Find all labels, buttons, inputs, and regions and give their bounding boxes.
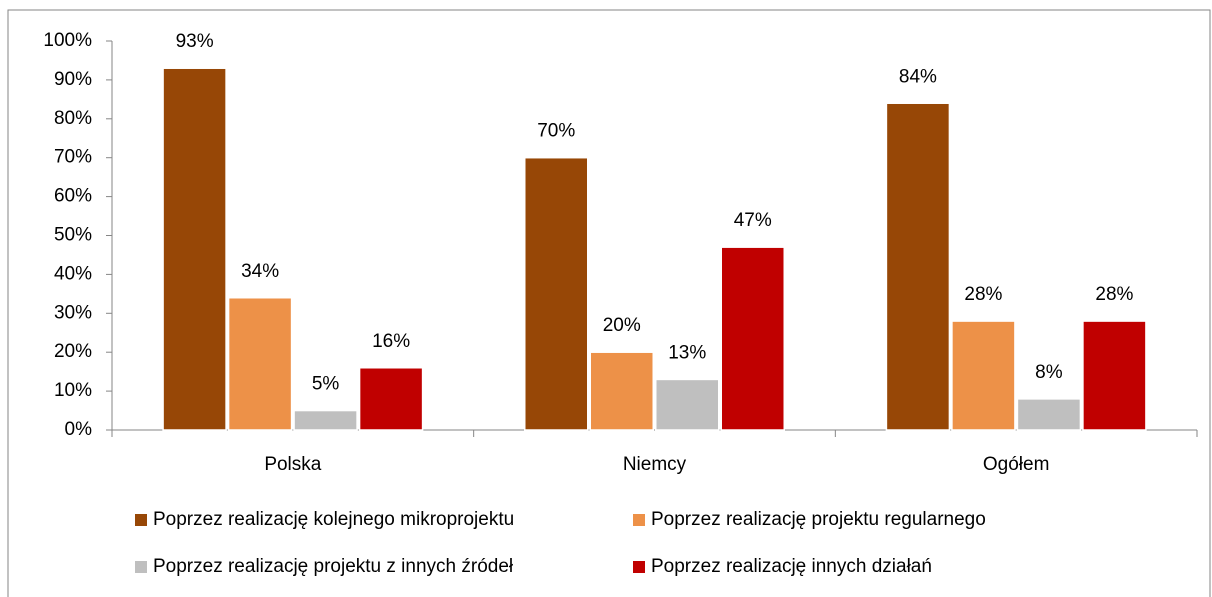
legend-label: Poprzez realizację projektu regularnego xyxy=(651,509,986,530)
bar xyxy=(720,246,785,431)
data-label: 34% xyxy=(241,261,279,282)
legend-label: Poprzez realizację kolejnego mikroprojek… xyxy=(153,509,514,530)
y-tick-label: 40% xyxy=(54,263,92,284)
y-tick-label: 10% xyxy=(54,380,92,401)
x-tick-label: Polska xyxy=(264,454,321,475)
data-label: 28% xyxy=(1095,284,1133,305)
bar xyxy=(1016,398,1082,431)
bar xyxy=(1082,320,1147,431)
bar xyxy=(293,409,358,431)
y-tick-label: 70% xyxy=(54,147,92,168)
data-label: 47% xyxy=(734,210,772,231)
bar xyxy=(951,320,1016,431)
legend-swatch xyxy=(633,561,645,573)
bar xyxy=(358,367,424,431)
data-label: 8% xyxy=(1035,362,1063,383)
y-tick-label: 60% xyxy=(54,186,92,207)
y-tick-label: 20% xyxy=(54,341,92,362)
bar xyxy=(162,67,227,431)
data-label: 16% xyxy=(372,331,410,352)
bar xyxy=(885,102,951,431)
y-tick-label: 30% xyxy=(54,302,92,323)
y-tick-label: 90% xyxy=(54,69,92,90)
legend-swatch xyxy=(135,561,147,573)
data-label: 5% xyxy=(312,374,340,395)
bar xyxy=(227,296,293,431)
y-tick-label: 50% xyxy=(54,225,92,246)
data-label: 13% xyxy=(668,342,706,363)
legend-swatch xyxy=(633,514,645,526)
y-tick-label: 80% xyxy=(54,108,92,129)
y-tick-label: 100% xyxy=(43,30,92,51)
x-tick-label: Niemcy xyxy=(623,454,687,475)
bar xyxy=(524,156,589,431)
data-label: 93% xyxy=(176,31,214,52)
legend-label: Poprzez realizację innych działań xyxy=(651,556,932,577)
data-label: 20% xyxy=(603,315,641,336)
data-label: 28% xyxy=(964,284,1002,305)
data-label: 84% xyxy=(899,66,937,87)
bar xyxy=(589,351,654,431)
legend-swatch xyxy=(135,514,147,526)
chart-frame xyxy=(7,9,1211,597)
legend-label: Poprzez realizację projektu z innych źró… xyxy=(153,556,514,577)
x-tick-label: Ogółem xyxy=(983,454,1050,475)
y-tick-label: 0% xyxy=(65,419,93,440)
bar xyxy=(655,378,720,431)
data-label: 70% xyxy=(537,121,575,142)
